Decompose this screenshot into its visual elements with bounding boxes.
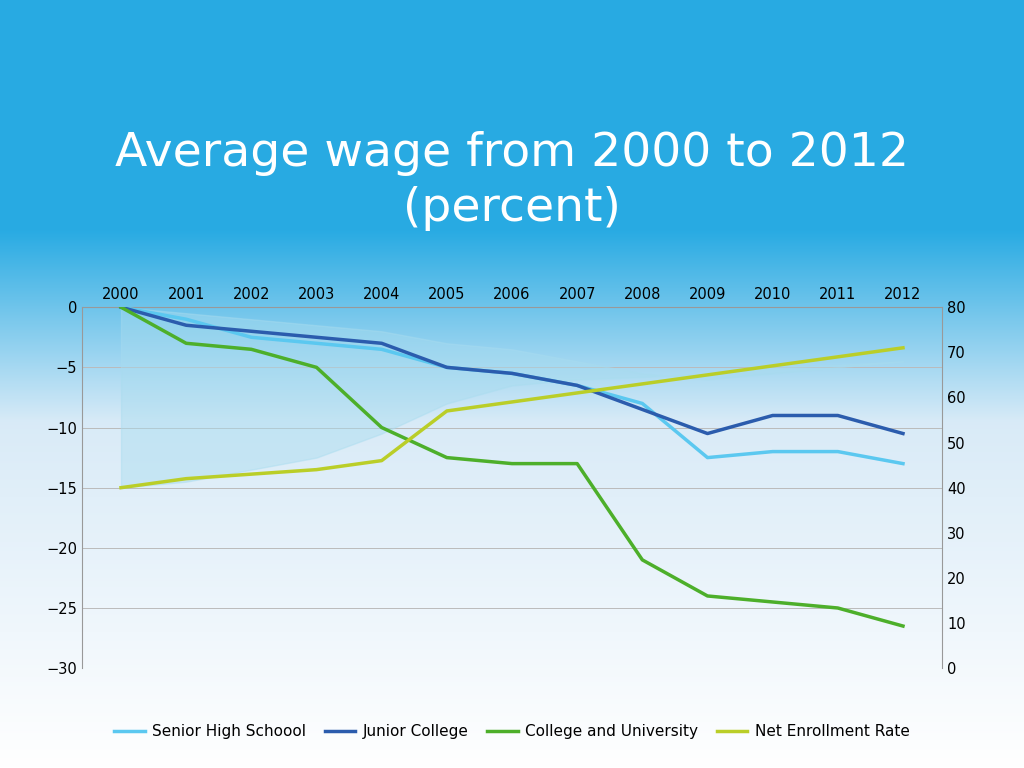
- Junior College: [571, 381, 584, 390]
- Text: Average wage from 2000 to 2012
(percent): Average wage from 2000 to 2012 (percent): [115, 131, 909, 231]
- Junior College: [245, 326, 257, 336]
- Junior College: [897, 429, 909, 438]
- Net Enrollment Rate: [180, 474, 193, 483]
- Net Enrollment Rate: [897, 343, 909, 353]
- Net Enrollment Rate: [701, 370, 714, 379]
- Senior High Schoool: [115, 303, 127, 312]
- Line: Senior High Schoool: Senior High Schoool: [121, 307, 903, 464]
- College and University: [115, 303, 127, 312]
- Legend: Senior High Schoool, Junior College, College and University, Net Enrollment Rate: Senior High Schoool, Junior College, Col…: [109, 718, 915, 745]
- Junior College: [506, 369, 518, 378]
- Junior College: [767, 411, 779, 420]
- Net Enrollment Rate: [245, 469, 257, 478]
- Senior High Schoool: [767, 447, 779, 456]
- Net Enrollment Rate: [636, 379, 648, 389]
- College and University: [701, 591, 714, 601]
- College and University: [310, 362, 323, 372]
- Senior High Schoool: [180, 315, 193, 324]
- Net Enrollment Rate: [115, 483, 127, 492]
- Junior College: [701, 429, 714, 438]
- College and University: [440, 453, 453, 462]
- Net Enrollment Rate: [767, 361, 779, 370]
- Senior High Schoool: [701, 453, 714, 462]
- Junior College: [376, 339, 388, 348]
- College and University: [571, 459, 584, 468]
- Line: Net Enrollment Rate: Net Enrollment Rate: [121, 348, 903, 488]
- Senior High Schoool: [831, 447, 844, 456]
- College and University: [636, 555, 648, 564]
- Senior High Schoool: [376, 345, 388, 354]
- Junior College: [636, 405, 648, 414]
- College and University: [180, 339, 193, 348]
- College and University: [506, 459, 518, 468]
- Net Enrollment Rate: [571, 389, 584, 398]
- Senior High Schoool: [310, 339, 323, 348]
- Net Enrollment Rate: [376, 456, 388, 465]
- Net Enrollment Rate: [440, 406, 453, 415]
- Senior High Schoool: [506, 369, 518, 378]
- Junior College: [180, 321, 193, 330]
- Senior High Schoool: [440, 362, 453, 372]
- College and University: [767, 598, 779, 607]
- Junior College: [310, 333, 323, 342]
- Net Enrollment Rate: [310, 465, 323, 475]
- Senior High Schoool: [571, 381, 584, 390]
- College and University: [831, 604, 844, 613]
- Net Enrollment Rate: [831, 353, 844, 362]
- College and University: [245, 345, 257, 354]
- Junior College: [440, 362, 453, 372]
- Line: Junior College: Junior College: [121, 307, 903, 433]
- Net Enrollment Rate: [506, 397, 518, 406]
- Junior College: [115, 303, 127, 312]
- College and University: [897, 621, 909, 631]
- College and University: [376, 423, 388, 432]
- Senior High Schoool: [897, 459, 909, 468]
- Junior College: [831, 411, 844, 420]
- Senior High Schoool: [636, 399, 648, 408]
- Senior High Schoool: [245, 333, 257, 342]
- Line: College and University: College and University: [121, 307, 903, 626]
